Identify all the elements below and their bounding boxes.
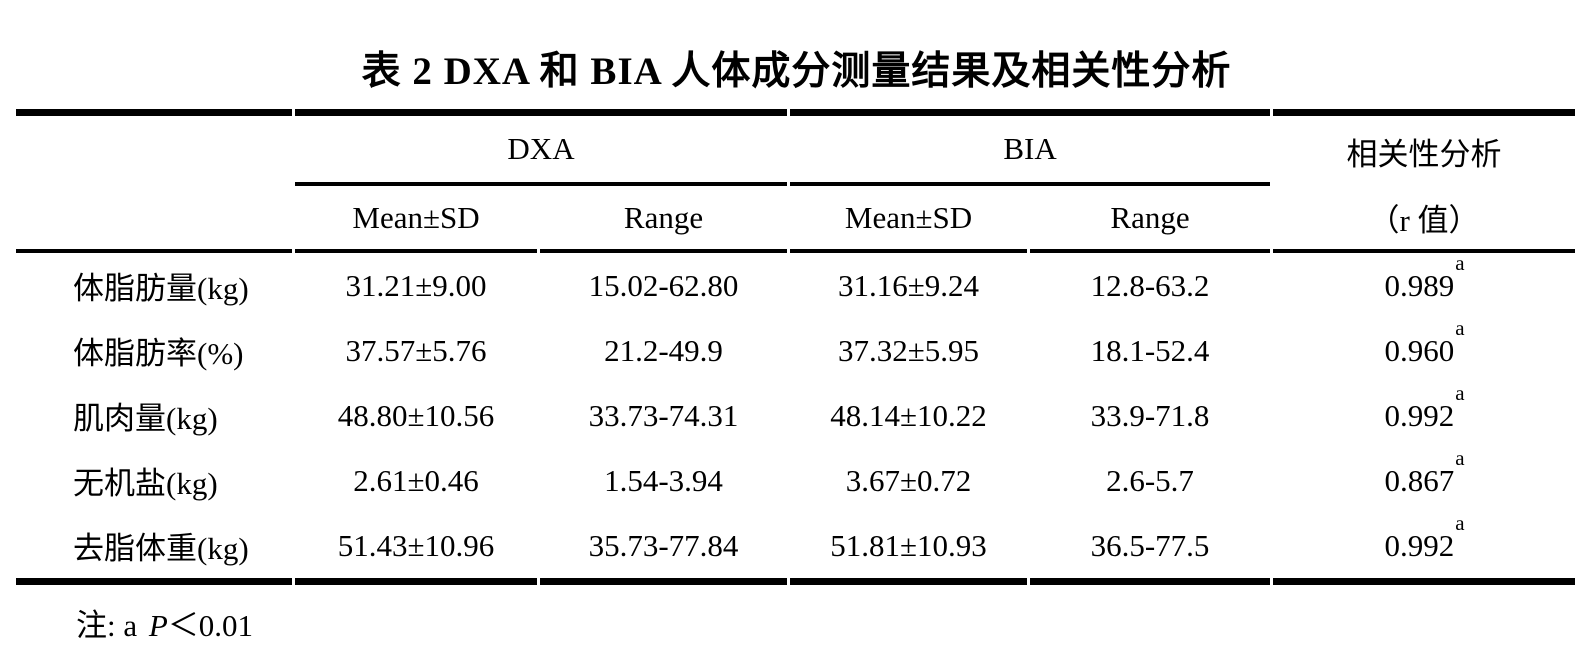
footnote-prefix: 注: a (76, 608, 145, 643)
dxa-range-cell: 15.02-62.80 (588, 267, 739, 303)
row-label: 体脂肪量(kg) (73, 271, 249, 306)
row-label: 无机盐(kg) (73, 466, 218, 501)
r-value: 0.992 (1384, 527, 1455, 563)
r-value-cell: 0.989a (1273, 253, 1575, 318)
dxa-range-header: Range (540, 186, 788, 253)
bia-range-cell: 33.9-71.8 (1090, 397, 1210, 433)
correlation-group-header: 相关性分析 (1273, 109, 1576, 186)
r-value-cell: 0.867a (1273, 448, 1575, 513)
bia-mean-sd-cell: 51.81±10.93 (790, 513, 1028, 585)
bia-range-cell: 2.6-5.7 (1106, 462, 1194, 498)
r-value: 0.867 (1384, 462, 1455, 498)
bia-mean-sd-cell: 3.67±0.72 (845, 462, 972, 498)
bia-mean-sd-header: Mean±SD (790, 186, 1028, 253)
body-composition-table: DXA BIA 相关性分析 Mean±SD Range Mean±SD Rang… (13, 109, 1578, 585)
r-value-header: （r 值） (1273, 186, 1576, 253)
dxa-mean-sd-cell: 48.80±10.56 (337, 397, 495, 433)
p-symbol: P (148, 608, 168, 643)
table-row: 无机盐(kg) 2.61±0.46 1.54-3.94 3.67±0.72 2.… (16, 448, 1575, 513)
bia-mean-sd-cell: 37.32±5.95 (838, 332, 980, 368)
group-header-row: DXA BIA 相关性分析 (16, 109, 1576, 186)
bia-range-cell: 18.1-52.4 (1090, 332, 1210, 368)
dxa-mean-sd-header: Mean±SD (295, 186, 537, 253)
table-row: 去脂体重(kg) 51.43±10.96 35.73-77.84 51.81±1… (16, 513, 1576, 585)
significance-marker: a (1455, 318, 1465, 341)
dxa-group-header: DXA (295, 109, 788, 186)
footnote-condition: ＜0.01 (167, 608, 254, 643)
table-row: 体脂肪量(kg) 31.21±9.00 15.02-62.80 31.16±9.… (16, 253, 1575, 318)
r-value: 0.960 (1384, 332, 1455, 368)
r-value: 0.992 (1384, 397, 1455, 433)
significance-marker: a (1455, 448, 1465, 471)
table-footnote: 注: a P＜0.01 (76, 600, 1593, 645)
dxa-range-cell: 33.73-74.31 (588, 397, 739, 433)
dxa-mean-sd-cell: 31.21±9.00 (345, 267, 487, 303)
table-row: 肌肉量(kg) 48.80±10.56 33.73-74.31 48.14±10… (16, 383, 1575, 448)
row-label: 肌肉量(kg) (73, 401, 218, 436)
dxa-mean-sd-cell: 51.43±10.96 (295, 513, 537, 585)
dxa-range-cell: 21.2-49.9 (604, 332, 723, 368)
r-value-cell: 0.992a (1273, 513, 1576, 585)
dxa-range-cell: 35.73-77.84 (540, 513, 788, 585)
empty-stub-cell (16, 109, 292, 186)
bia-range-cell: 12.8-63.2 (1090, 267, 1210, 303)
r-value-cell: 0.960a (1273, 318, 1575, 383)
row-label: 体脂肪率(%) (73, 336, 244, 371)
table-row: 体脂肪率(%) 37.57±5.76 21.2-49.9 37.32±5.95 … (16, 318, 1575, 383)
dxa-mean-sd-cell: 37.57±5.76 (345, 332, 487, 368)
r-value: 0.989 (1384, 267, 1455, 303)
r-value-cell: 0.992a (1273, 383, 1575, 448)
bia-range-cell: 36.5-77.5 (1030, 513, 1271, 585)
significance-marker: a (1455, 253, 1465, 276)
bia-mean-sd-cell: 48.14±10.22 (830, 397, 987, 433)
bia-group-header: BIA (790, 109, 1271, 186)
bia-range-header: Range (1030, 186, 1271, 253)
bia-mean-sd-cell: 31.16±9.24 (838, 267, 980, 303)
significance-marker: a (1455, 383, 1465, 406)
sub-header-row: Mean±SD Range Mean±SD Range （r 值） (16, 186, 1576, 253)
row-label: 去脂体重(kg) (16, 513, 292, 585)
empty-stub-cell (16, 186, 292, 253)
significance-marker: a (1455, 513, 1465, 536)
dxa-range-cell: 1.54-3.94 (604, 462, 723, 498)
table-caption: 表 2 DXA 和 BIA 人体成分测量结果及相关性分析 (361, 50, 1232, 93)
dxa-mean-sd-cell: 2.61±0.46 (353, 462, 479, 498)
